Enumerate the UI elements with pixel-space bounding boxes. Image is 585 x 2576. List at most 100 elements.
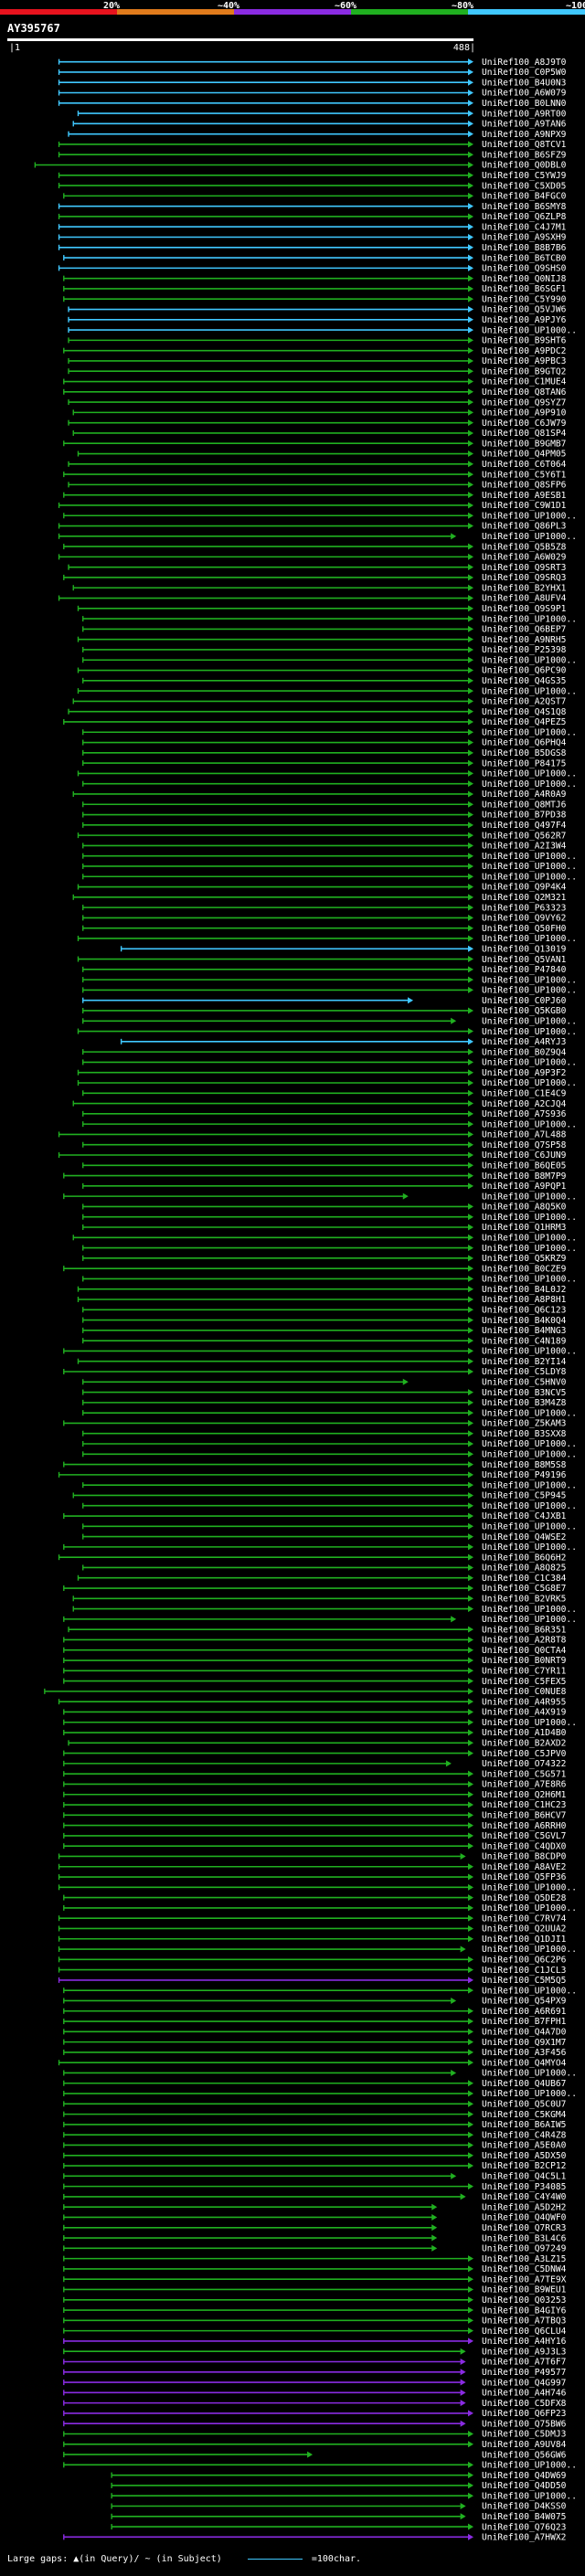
hit-row[interactable]: UniRef100_B7PD38 <box>82 811 567 821</box>
hit-label[interactable]: UniRef100_B9WEU1 <box>482 2285 567 2295</box>
hit-row[interactable]: UniRef100_C1MUE4 <box>63 377 567 387</box>
hit-label[interactable]: UniRef100_A7S936 <box>482 1109 567 1119</box>
hit-row[interactable]: UniRef100_A5D2H2 <box>63 2202 567 2212</box>
hit-label[interactable]: UniRef100_A5D2H2 <box>482 2202 566 2212</box>
hit-label[interactable]: UniRef100_A4HY16 <box>482 2337 567 2347</box>
hit-label[interactable]: UniRef100_B0LNN0 <box>482 99 567 109</box>
hit-row[interactable]: UniRef100_Q6BEP7 <box>82 625 567 635</box>
hit-label[interactable]: UniRef100_A7TE9X <box>482 2274 567 2284</box>
hit-label[interactable]: UniRef100_UP1000.. <box>482 1903 577 1913</box>
hit-row[interactable]: UniRef100_C5Y990 <box>63 294 567 304</box>
hit-row[interactable]: UniRef100_UP1000.. <box>63 1903 577 1913</box>
hit-label[interactable]: UniRef100_Q5KGB0 <box>482 1006 567 1016</box>
hit-label[interactable]: UniRef100_Q562R7 <box>482 831 567 841</box>
hit-row[interactable]: UniRef100_Q4GS35 <box>82 676 567 686</box>
hit-label[interactable]: UniRef100_C0PJ60 <box>482 996 567 1006</box>
hit-row[interactable]: UniRef100_B6SFZ9 <box>58 150 567 160</box>
hit-label[interactable]: UniRef100_UP1000.. <box>482 862 577 872</box>
hit-label[interactable]: UniRef100_C5DNW4 <box>482 2264 567 2274</box>
hit-row[interactable]: UniRef100_Q4MYO4 <box>58 2058 567 2068</box>
hit-label[interactable]: UniRef100_Q2H6M1 <box>482 1790 567 1800</box>
hit-label[interactable]: UniRef100_C9W1D1 <box>482 501 567 511</box>
hit-row[interactable]: UniRef100_C4Y4W0 <box>63 2192 567 2202</box>
hit-row[interactable]: UniRef100_C6T064 <box>68 460 567 470</box>
hit-row[interactable]: UniRef100_B4U0N3 <box>58 78 567 88</box>
hit-label[interactable]: UniRef100_Q8SFP6 <box>482 481 567 491</box>
hit-label[interactable]: UniRef100_A3F456 <box>482 2048 567 2058</box>
hit-label[interactable]: UniRef100_P63323 <box>482 903 567 913</box>
hit-row[interactable]: UniRef100_UP1000.. <box>58 532 577 542</box>
hit-label[interactable]: UniRef100_C5KGM4 <box>482 2110 567 2120</box>
hit-label[interactable]: UniRef100_C5HNV0 <box>482 1377 567 1387</box>
hit-row[interactable]: UniRef100_C1E4C9 <box>82 1088 567 1098</box>
hit-row[interactable]: UniRef100_A9RT00 <box>77 109 567 119</box>
hit-row[interactable]: UniRef100_Q6FP23 <box>63 2409 567 2419</box>
hit-label[interactable]: UniRef100_UP1000.. <box>482 2491 577 2501</box>
hit-label[interactable]: UniRef100_Q5FP36 <box>482 1872 567 1882</box>
hit-row[interactable]: UniRef100_B6TCB0 <box>63 253 567 263</box>
hit-label[interactable]: UniRef100_C4JXB1 <box>482 1511 567 1521</box>
hit-label[interactable]: UniRef100_C5G8E7 <box>482 1584 567 1594</box>
hit-row[interactable]: UniRef100_C4JXB1 <box>63 1511 567 1521</box>
hit-label[interactable]: UniRef100_A1D4B0 <box>482 1728 567 1738</box>
hit-row[interactable]: UniRef100_B6R351 <box>68 1625 567 1635</box>
hit-label[interactable]: UniRef100_C4N189 <box>482 1336 567 1346</box>
hit-label[interactable]: UniRef100_B6Q6H2 <box>482 1553 566 1563</box>
hit-row[interactable]: UniRef100_B6AIW5 <box>63 2120 567 2130</box>
hit-label[interactable]: UniRef100_Q497F4 <box>482 821 567 831</box>
hit-label[interactable]: UniRef100_UP1000.. <box>482 1016 577 1026</box>
hit-label[interactable]: UniRef100_Q4GS35 <box>482 676 566 686</box>
hit-label[interactable]: UniRef100_B6SFZ9 <box>482 150 567 160</box>
hit-row[interactable]: UniRef100_A8P8H1 <box>77 1295 567 1305</box>
hit-row[interactable]: UniRef100_C5FEX5 <box>63 1677 567 1687</box>
hit-label[interactable]: UniRef100_UP1000.. <box>482 2461 577 2471</box>
hit-row[interactable]: UniRef100_Q4QWF0 <box>63 2213 567 2223</box>
hit-label[interactable]: UniRef100_Q4DW69 <box>482 2471 567 2481</box>
hit-label[interactable]: UniRef100_Q50FH0 <box>482 924 567 934</box>
hit-label[interactable]: UniRef100_Q4A7D0 <box>482 2028 567 2038</box>
hit-label[interactable]: UniRef100_A9RT00 <box>482 109 567 119</box>
hit-row[interactable]: UniRef100_A9P910 <box>72 408 567 419</box>
hit-row[interactable]: UniRef100_C5P945 <box>72 1491 566 1501</box>
hit-row[interactable]: UniRef100_C0P5W0 <box>58 68 567 78</box>
hit-label[interactable]: UniRef100_C5GVL7 <box>482 1831 567 1841</box>
hit-label[interactable]: UniRef100_C6JW79 <box>482 419 567 429</box>
hit-row[interactable]: UniRef100_B0CZE9 <box>63 1264 567 1274</box>
hit-label[interactable]: UniRef100_A9PBC3 <box>482 356 567 366</box>
hit-label[interactable]: UniRef100_UP1000.. <box>482 934 577 944</box>
hit-label[interactable]: UniRef100_P84175 <box>482 758 566 769</box>
hit-label[interactable]: UniRef100_C1JCL3 <box>482 1966 567 1976</box>
hit-label[interactable]: UniRef100_B7PD38 <box>482 811 567 821</box>
hit-row[interactable]: UniRef100_A9J3L3 <box>63 2347 567 2357</box>
hit-row[interactable]: UniRef100_Q6CLU4 <box>63 2327 567 2337</box>
hit-row[interactable]: UniRef100_UP1000.. <box>82 614 577 624</box>
hit-row[interactable]: UniRef100_B2VRK5 <box>72 1595 566 1605</box>
hit-label[interactable]: UniRef100_A9J3L3 <box>482 2347 567 2357</box>
hit-label[interactable]: UniRef100_C5P945 <box>482 1491 566 1501</box>
hit-label[interactable]: UniRef100_A6R691 <box>482 2007 567 2017</box>
hit-row[interactable]: UniRef100_B6SMY8 <box>58 202 567 212</box>
hit-label[interactable]: UniRef100_C5M5Q5 <box>482 1976 566 1986</box>
hit-label[interactable]: UniRef100_B2YI14 <box>482 1357 567 1367</box>
hit-row[interactable]: UniRef100_A4H746 <box>63 2389 567 2399</box>
hit-label[interactable]: UniRef100_C0NUE8 <box>482 1687 567 1697</box>
hit-label[interactable]: UniRef100_B6AIW5 <box>482 2120 566 2130</box>
hit-label[interactable]: UniRef100_UP1000.. <box>482 325 577 335</box>
hit-row[interactable]: UniRef100_A2I3W4 <box>82 842 567 852</box>
hit-row[interactable]: UniRef100_Q03253 <box>63 2295 567 2306</box>
hit-row[interactable]: UniRef100_C4QDX0 <box>63 1841 567 1851</box>
hit-label[interactable]: UniRef100_C1E4C9 <box>482 1088 567 1098</box>
hit-label[interactable]: UniRef100_UP1000.. <box>482 1058 577 1068</box>
hit-label[interactable]: UniRef100_C5LDY8 <box>482 1367 567 1377</box>
hit-row[interactable]: UniRef100_Q4DW69 <box>111 2471 567 2481</box>
hit-label[interactable]: UniRef100_A2QST7 <box>482 697 567 707</box>
hit-row[interactable]: UniRef100_C4R4Z8 <box>63 2130 567 2140</box>
hit-row[interactable]: UniRef100_A6W079 <box>58 89 567 99</box>
hit-row[interactable]: UniRef100_A9PBC3 <box>68 356 567 366</box>
hit-label[interactable]: UniRef100_Q0NIJ8 <box>482 274 567 284</box>
hit-label[interactable]: UniRef100_A6W029 <box>482 553 567 563</box>
hit-label[interactable]: UniRef100_B5DGS8 <box>482 748 567 758</box>
hit-label[interactable]: UniRef100_Q6CLU4 <box>482 2327 567 2337</box>
hit-row[interactable]: UniRef100_UP1000.. <box>72 1605 577 1615</box>
hit-row[interactable]: UniRef100_P63323 <box>82 903 567 913</box>
